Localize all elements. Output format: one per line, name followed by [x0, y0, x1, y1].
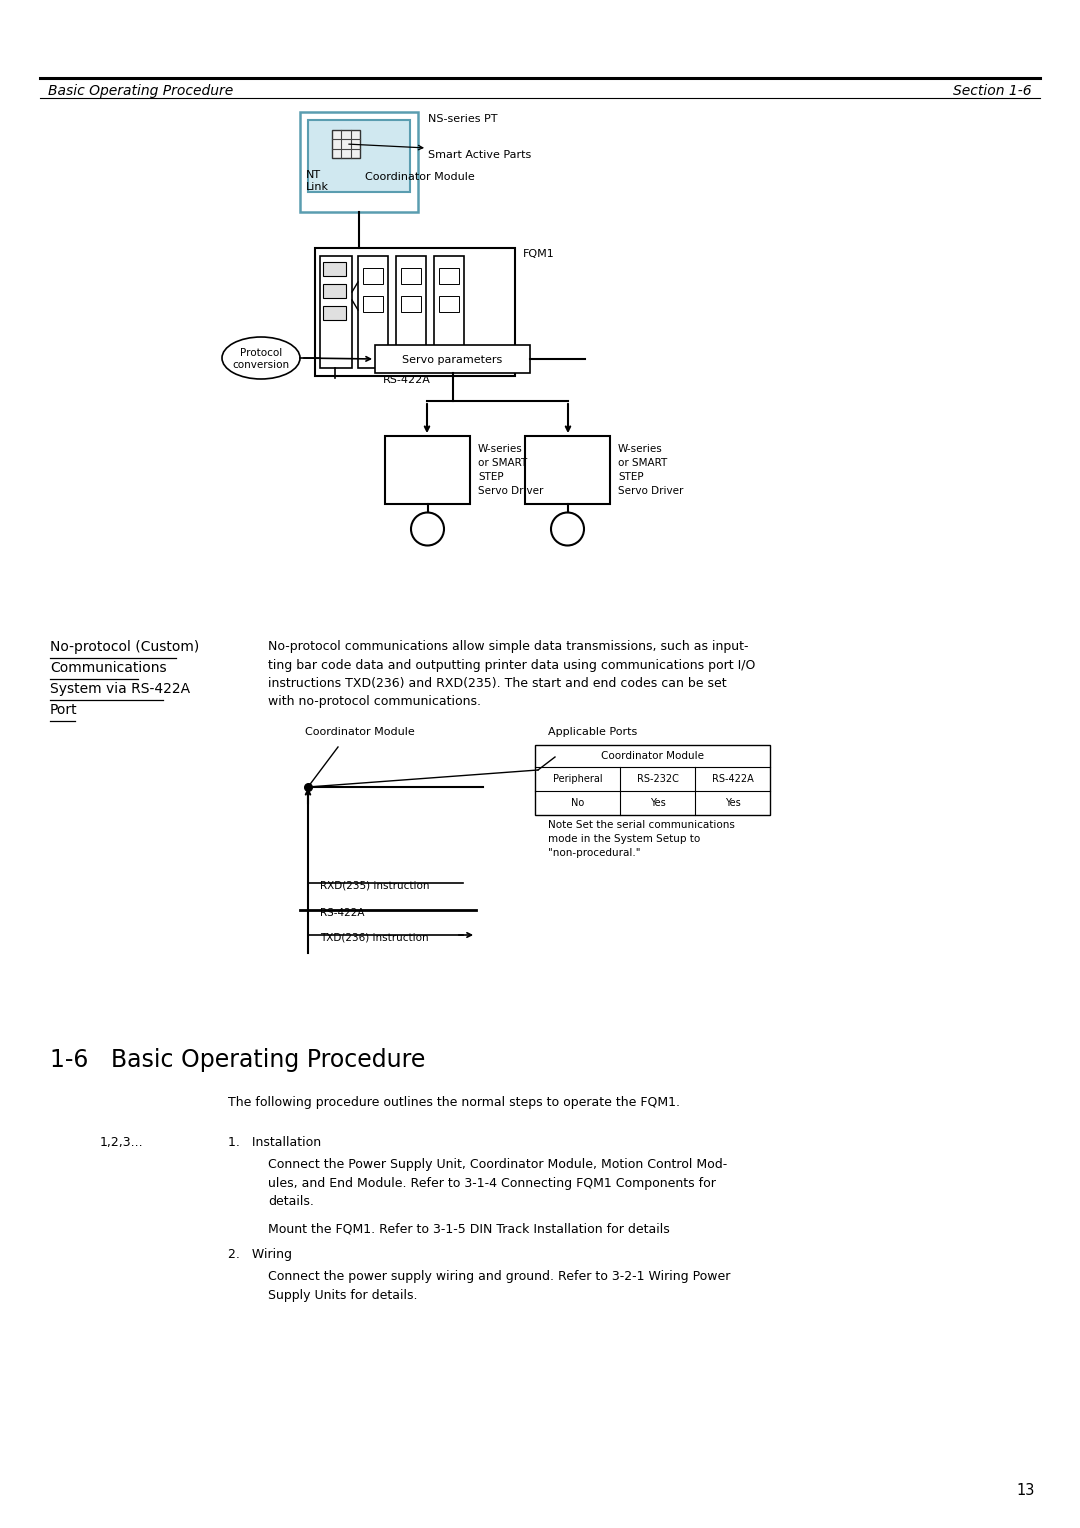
Text: System via RS-422A: System via RS-422A — [50, 681, 190, 695]
Text: TXD(236) instruction: TXD(236) instruction — [320, 934, 429, 943]
Bar — [438, 296, 459, 312]
Text: Yes: Yes — [650, 798, 665, 808]
Bar — [323, 284, 346, 298]
Text: NT: NT — [306, 170, 321, 180]
Text: Connect the power supply wiring and ground. Refer to 3-2-1 Wiring Power
Supply U: Connect the power supply wiring and grou… — [268, 1270, 730, 1302]
Text: Connect the Power Supply Unit, Coordinator Module, Motion Control Mod-
ules, and: Connect the Power Supply Unit, Coordinat… — [268, 1158, 727, 1209]
Ellipse shape — [411, 512, 444, 545]
Text: W-series
or SMART
STEP
Servo Driver: W-series or SMART STEP Servo Driver — [478, 445, 543, 497]
Bar — [401, 267, 421, 284]
Text: conversion: conversion — [232, 361, 289, 370]
Bar — [438, 267, 459, 284]
Text: No-protocol (Custom): No-protocol (Custom) — [50, 640, 199, 654]
Bar — [525, 435, 610, 504]
Text: 1.   Installation: 1. Installation — [228, 1135, 321, 1149]
Bar — [308, 121, 410, 193]
Text: NS-series PT: NS-series PT — [428, 115, 498, 124]
Text: 1,2,3...: 1,2,3... — [100, 1135, 144, 1149]
Bar — [396, 257, 426, 368]
Text: No: No — [571, 798, 584, 808]
Text: No-protocol communications allow simple data transmissions, such as input-
ting : No-protocol communications allow simple … — [268, 640, 755, 709]
Text: Applicable Ports: Applicable Ports — [548, 727, 637, 736]
Bar — [315, 248, 515, 376]
Text: Note Set the serial communications
mode in the System Setup to
"non-procedural.": Note Set the serial communications mode … — [548, 821, 734, 859]
Text: RXD(235) instruction: RXD(235) instruction — [320, 882, 430, 891]
Text: Communications: Communications — [50, 662, 166, 675]
Text: W-series
or SMART
STEP
Servo Driver: W-series or SMART STEP Servo Driver — [618, 445, 684, 497]
Text: Yes: Yes — [725, 798, 741, 808]
Text: Section 1-6: Section 1-6 — [954, 84, 1032, 98]
Ellipse shape — [551, 512, 584, 545]
Text: Protocol: Protocol — [240, 348, 282, 358]
Bar — [300, 112, 418, 212]
Bar — [384, 435, 470, 504]
Bar — [375, 345, 530, 373]
Bar — [363, 296, 383, 312]
Text: 13: 13 — [1016, 1484, 1035, 1497]
Bar — [357, 257, 388, 368]
Text: Smart Active Parts: Smart Active Parts — [428, 150, 531, 160]
Text: The following procedure outlines the normal steps to operate the FQM1.: The following procedure outlines the nor… — [228, 1096, 680, 1109]
Bar — [323, 261, 346, 277]
Text: FQM1: FQM1 — [523, 249, 555, 260]
Ellipse shape — [222, 338, 300, 379]
Text: Link: Link — [306, 182, 329, 193]
Bar — [434, 257, 464, 368]
Text: 1-6   Basic Operating Procedure: 1-6 Basic Operating Procedure — [50, 1048, 426, 1073]
Bar — [332, 130, 360, 157]
Bar — [320, 257, 352, 368]
Text: RS-422A: RS-422A — [383, 374, 431, 385]
Bar — [535, 746, 770, 814]
Text: Coordinator Module: Coordinator Module — [365, 173, 475, 182]
Text: Coordinator Module: Coordinator Module — [305, 727, 415, 736]
Text: Basic Operating Procedure: Basic Operating Procedure — [48, 84, 233, 98]
Text: Peripheral: Peripheral — [553, 775, 603, 784]
Bar — [401, 296, 421, 312]
Bar — [363, 267, 383, 284]
Text: RS-232C: RS-232C — [636, 775, 678, 784]
Bar — [323, 306, 346, 319]
Text: Coordinator Module: Coordinator Module — [600, 750, 704, 761]
Text: RS-422A: RS-422A — [712, 775, 754, 784]
Text: 2.   Wiring: 2. Wiring — [228, 1248, 292, 1261]
Text: Port: Port — [50, 703, 78, 717]
Text: Mount the FQM1. Refer to 3-1-5 DIN Track Installation for details: Mount the FQM1. Refer to 3-1-5 DIN Track… — [268, 1222, 670, 1236]
Text: RS-422A: RS-422A — [320, 908, 365, 918]
Text: Servo parameters: Servo parameters — [403, 354, 502, 365]
